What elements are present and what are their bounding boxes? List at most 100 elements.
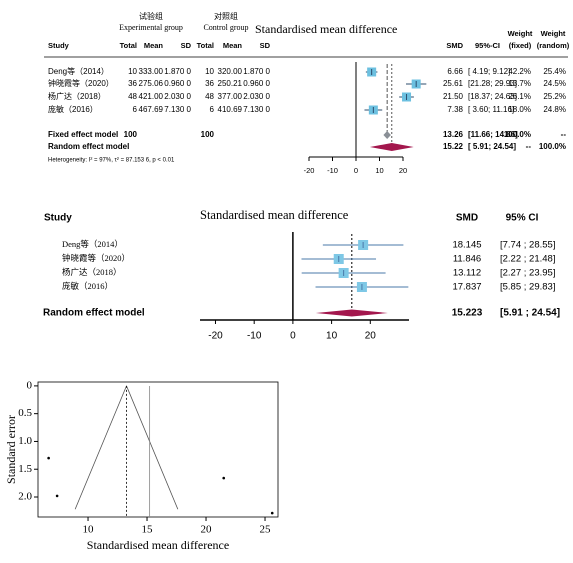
table-cell: 7.130 0 — [164, 105, 191, 114]
plot-frame — [37, 381, 279, 518]
column-header: 95%-CI — [475, 41, 500, 50]
group-subtitle: Experimental group — [119, 23, 183, 32]
study-label: Deng等（2014） — [62, 239, 123, 249]
table-cell: 1.870 0 — [164, 67, 191, 76]
table-cell: 333.00 — [139, 67, 164, 76]
weight-label: 25.2% — [543, 92, 566, 101]
summary-label: Fixed effect model — [48, 130, 118, 139]
summary-diamond — [383, 131, 391, 139]
table-cell: 410.69 — [218, 105, 243, 114]
weight-label: 18.0% — [508, 105, 531, 114]
study-label: Deng等（2014） — [48, 66, 109, 76]
table-cell: 10 — [128, 67, 137, 76]
ci-label: [2.27 ; 23.95] — [500, 268, 555, 279]
column-header: Mean — [144, 41, 164, 50]
table-cell: 6 — [210, 105, 215, 114]
weight-label: 24.5% — [543, 79, 566, 88]
x-tick-label: 10 — [326, 331, 338, 342]
table-cell: 467.69 — [139, 105, 164, 114]
column-header: SD — [181, 41, 192, 50]
x-tick-label: 0 — [290, 331, 296, 342]
x-tick-label: 25 — [260, 524, 272, 536]
summary-label: Random effect model — [43, 308, 145, 319]
y-tick-label: 0 — [27, 379, 33, 391]
ci-label: [2.22 ; 21.48] — [500, 254, 555, 265]
column-header: Total — [120, 41, 137, 50]
column-header: 95% CI — [506, 213, 539, 224]
column-header: SMD — [446, 41, 463, 50]
study-label: 杨广达（2018） — [48, 91, 106, 101]
study-label: 杨广达（2018） — [62, 267, 122, 277]
summary-diamond — [315, 309, 388, 317]
table-cell: 48 — [128, 92, 137, 101]
table-cell: 320.00 — [218, 67, 243, 76]
table-cell: 2.030 0 — [243, 92, 270, 101]
smd-label: 21.50 — [443, 92, 464, 101]
summary-weight: 100.0% — [504, 130, 531, 139]
table-cell: 250.21 — [218, 79, 243, 88]
point — [47, 456, 50, 460]
group-label: 对照组 — [214, 11, 238, 21]
table-cell: 6 — [133, 105, 138, 114]
column-header: SMD — [456, 213, 478, 224]
weight-label: 13.7% — [508, 79, 531, 88]
table-cell: 10 — [205, 67, 214, 76]
column-header: Weight — [508, 29, 533, 38]
smd-label: 11.846 — [453, 254, 481, 265]
weight-label: 26.1% — [508, 92, 531, 101]
column-header: (random) — [537, 41, 570, 50]
summary-total: 100 — [201, 130, 215, 139]
ci-label: [ 4.19; 9.12] — [468, 67, 510, 76]
ci-label: [7.74 ; 28.55] — [500, 240, 555, 251]
summary-ci: [11.66; 14.86] — [468, 130, 518, 139]
summary-smd: 15.223 — [452, 308, 483, 319]
study-label: 庞敏（2016） — [62, 281, 113, 291]
ci-label: [ 3.60; 11.16] — [468, 105, 514, 114]
y-tick-label: 1.5 — [18, 463, 32, 475]
summary-label: Random effect model — [48, 142, 129, 151]
y-tick-label: 1.0 — [18, 435, 32, 447]
smd-label: 13.112 — [453, 268, 481, 279]
summary-diamond — [369, 143, 414, 151]
table-cell: 377.00 — [218, 92, 243, 101]
weight-label: 42.2% — [508, 67, 531, 76]
point — [222, 476, 226, 480]
ci-label: [5.85 ; 29.83] — [500, 282, 555, 293]
x-axis-label: Standardised mean difference — [87, 538, 229, 552]
column-header: (fixed) — [509, 41, 532, 50]
table-cell: 1.870 0 — [243, 67, 270, 76]
x-tick-label: 15 — [142, 524, 154, 536]
table-cell: 7.130 0 — [243, 105, 270, 114]
smd-label: 18.145 — [452, 240, 481, 251]
summary-total: 100 — [124, 130, 138, 139]
smd-label: 7.38 — [447, 105, 463, 114]
summary-smd: 13.26 — [443, 130, 464, 139]
study-label: 钟晓霞等（2020） — [62, 253, 130, 263]
point — [270, 511, 274, 515]
table-cell: 36 — [205, 79, 214, 88]
table-cell: 2.030 0 — [164, 92, 191, 101]
summary-smd: 15.22 — [443, 142, 464, 151]
weight-label: 24.8% — [543, 105, 566, 114]
x-tick-label: 20 — [201, 524, 213, 536]
x-tick-label: -20 — [304, 166, 315, 175]
study-label: 钟晓霞等（2020） — [48, 78, 114, 88]
column-header: Mean — [223, 41, 243, 50]
y-tick-label: 0.5 — [18, 407, 32, 419]
column-header: Total — [197, 41, 214, 50]
x-tick-label: -10 — [327, 166, 338, 175]
table-cell: 275.06 — [139, 79, 164, 88]
group-subtitle: Control group — [203, 23, 248, 32]
y-tick-label: 2.0 — [18, 491, 32, 503]
y-axis-label: Standard error — [4, 415, 18, 484]
ci-label: [18.37; 24.63] — [468, 92, 517, 101]
column-header: Weight — [541, 29, 566, 38]
column-header: Study — [48, 41, 70, 50]
ci-label: [21.28; 29.93] — [468, 79, 517, 88]
column-header: SD — [260, 41, 271, 50]
study-label: 庞敏（2016） — [48, 104, 98, 114]
x-tick-label: 20 — [399, 166, 407, 175]
summary-ci: [5.91 ; 24.54] — [500, 308, 560, 319]
x-tick-label: -20 — [208, 331, 223, 342]
